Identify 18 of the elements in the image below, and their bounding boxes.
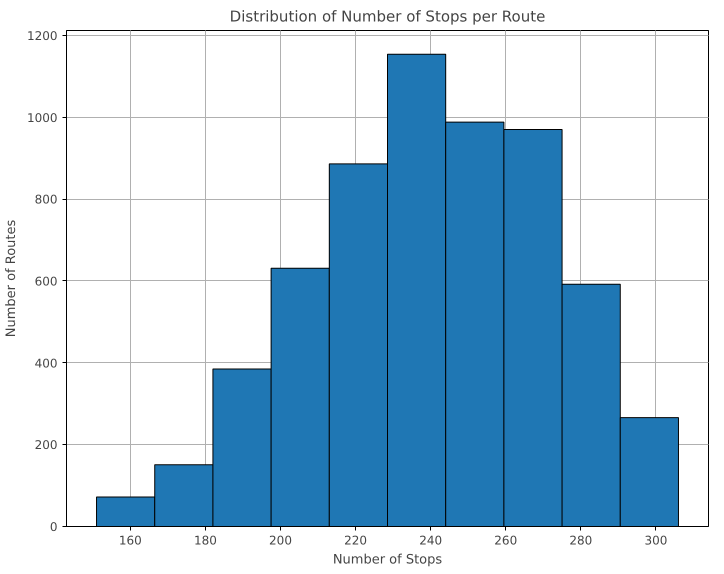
x-tick-label: 160 (118, 534, 142, 548)
y-tick-label: 1200 (26, 28, 58, 43)
x-axis-title: Number of Stops (332, 552, 442, 568)
x-tick-label: 180 (194, 534, 217, 548)
x-tick-label: 240 (419, 534, 442, 548)
x-tick-label: 280 (569, 534, 592, 548)
y-tick-label: 800 (34, 192, 58, 207)
y-tick-label: 1000 (26, 110, 58, 125)
y-tick-label: 200 (34, 438, 58, 452)
x-tick-label: 300 (644, 534, 668, 548)
y-axis-title: Number of Routes (4, 220, 19, 338)
x-tick-label: 260 (494, 534, 518, 548)
x-tick-label: 220 (344, 534, 368, 548)
y-tick-label: 600 (34, 274, 58, 288)
chart-title: Distribution of Number of Stops per Route (230, 8, 546, 26)
y-tick-label: 0 (50, 520, 58, 534)
x-tick-label: 200 (269, 534, 292, 548)
y-tick-label: 400 (34, 356, 58, 370)
